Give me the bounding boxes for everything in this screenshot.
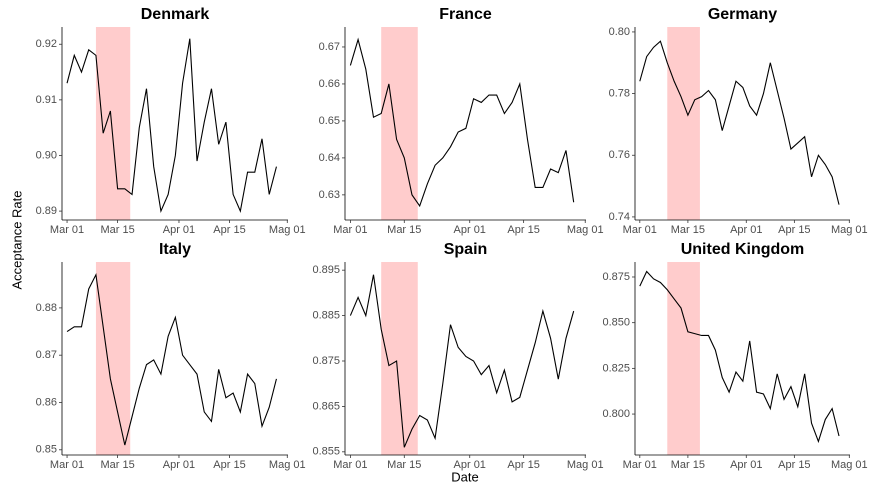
y-tick-label: 0.850 bbox=[602, 317, 630, 329]
x-tick-label: Mar 15 bbox=[671, 459, 705, 471]
x-tick-label: Apr 01 bbox=[454, 224, 486, 236]
data-line bbox=[349, 37, 575, 208]
y-tick-label: 0.66 bbox=[319, 78, 340, 90]
y-tick-label: 0.885 bbox=[312, 309, 340, 321]
y-tick-label: 0.88 bbox=[36, 302, 57, 314]
x-tick-label: Apr 15 bbox=[778, 459, 810, 471]
x-tick-label: Apr 01 bbox=[163, 459, 195, 471]
highlight-band bbox=[381, 27, 418, 220]
y-tick-label: 0.67 bbox=[319, 41, 340, 53]
x-tick-label: Apr 15 bbox=[213, 459, 245, 471]
y-tick-label: 0.86 bbox=[36, 396, 57, 408]
data-line bbox=[639, 270, 840, 444]
x-tick-label: Mag 01 bbox=[269, 459, 306, 471]
y-tick-label: 0.875 bbox=[312, 355, 340, 367]
y-tick-label: 0.74 bbox=[609, 211, 630, 223]
y-tick-label: 0.78 bbox=[609, 88, 630, 100]
x-tick-label: Mar 01 bbox=[333, 224, 367, 236]
highlight-band bbox=[667, 27, 700, 220]
x-tick-label: Mar 15 bbox=[387, 224, 421, 236]
panel-title: France bbox=[439, 6, 492, 23]
y-axis-label: Acceptance Rate bbox=[9, 190, 24, 289]
panel-title: Germany bbox=[708, 6, 777, 23]
panel-title: United Kingdom bbox=[681, 241, 805, 258]
y-tick-label: 0.855 bbox=[312, 446, 340, 458]
x-tick-label: Mar 15 bbox=[100, 224, 134, 236]
data-line bbox=[66, 38, 277, 214]
x-tick-label: Apr 01 bbox=[730, 459, 762, 471]
y-tick-label: 0.65 bbox=[319, 115, 340, 127]
y-tick-label: 0.92 bbox=[36, 38, 57, 50]
y-tick-label: 0.800 bbox=[602, 408, 630, 420]
y-tick-label: 0.91 bbox=[36, 94, 57, 106]
x-tick-label: Mar 01 bbox=[623, 224, 657, 236]
x-tick-label: Mar 01 bbox=[50, 459, 84, 471]
panel-title: Denmark bbox=[141, 6, 210, 23]
y-tick-label: 0.865 bbox=[312, 400, 340, 412]
y-tick-label: 0.85 bbox=[36, 444, 57, 456]
y-tick-label: 0.76 bbox=[609, 149, 630, 161]
panel-title: Spain bbox=[444, 241, 488, 258]
highlight-band bbox=[95, 27, 131, 220]
x-tick-label: Apr 15 bbox=[778, 224, 810, 236]
x-tick-label: Mar 01 bbox=[623, 459, 657, 471]
x-axis-label: Date bbox=[451, 469, 478, 484]
data-line bbox=[639, 40, 840, 205]
panel-title: Italy bbox=[159, 241, 191, 258]
x-tick-label: Apr 15 bbox=[213, 224, 245, 236]
x-tick-label: Mar 01 bbox=[333, 459, 367, 471]
highlight-band bbox=[381, 262, 418, 455]
y-tick-label: 0.64 bbox=[319, 152, 340, 164]
x-tick-label: Mag 01 bbox=[831, 224, 868, 236]
x-tick-label: Mag 01 bbox=[269, 224, 306, 236]
y-tick-label: 0.825 bbox=[602, 362, 630, 374]
x-tick-label: Mar 15 bbox=[387, 459, 421, 471]
x-tick-label: Apr 15 bbox=[507, 459, 539, 471]
x-tick-label: Mar 15 bbox=[671, 224, 705, 236]
x-tick-label: Apr 15 bbox=[507, 224, 539, 236]
y-tick-label: 0.875 bbox=[602, 271, 630, 283]
x-tick-label: Mag 01 bbox=[567, 224, 604, 236]
highlight-band bbox=[667, 262, 700, 455]
x-tick-label: Mag 01 bbox=[831, 459, 868, 471]
y-tick-label: 0.63 bbox=[319, 189, 340, 201]
y-tick-label: 0.90 bbox=[36, 149, 57, 161]
highlight-band bbox=[95, 262, 131, 455]
y-tick-label: 0.87 bbox=[36, 349, 57, 361]
x-tick-label: Mar 01 bbox=[50, 224, 84, 236]
x-tick-label: Apr 01 bbox=[730, 224, 762, 236]
data-line bbox=[349, 274, 575, 448]
x-tick-label: Apr 01 bbox=[454, 459, 486, 471]
y-tick-label: 0.89 bbox=[36, 205, 57, 217]
x-tick-label: Apr 01 bbox=[163, 224, 195, 236]
x-tick-label: Mar 15 bbox=[100, 459, 134, 471]
data-line bbox=[66, 272, 277, 446]
y-tick-label: 0.895 bbox=[312, 264, 340, 276]
y-tick-label: 0.80 bbox=[609, 26, 630, 38]
x-tick-label: Mag 01 bbox=[567, 459, 604, 471]
